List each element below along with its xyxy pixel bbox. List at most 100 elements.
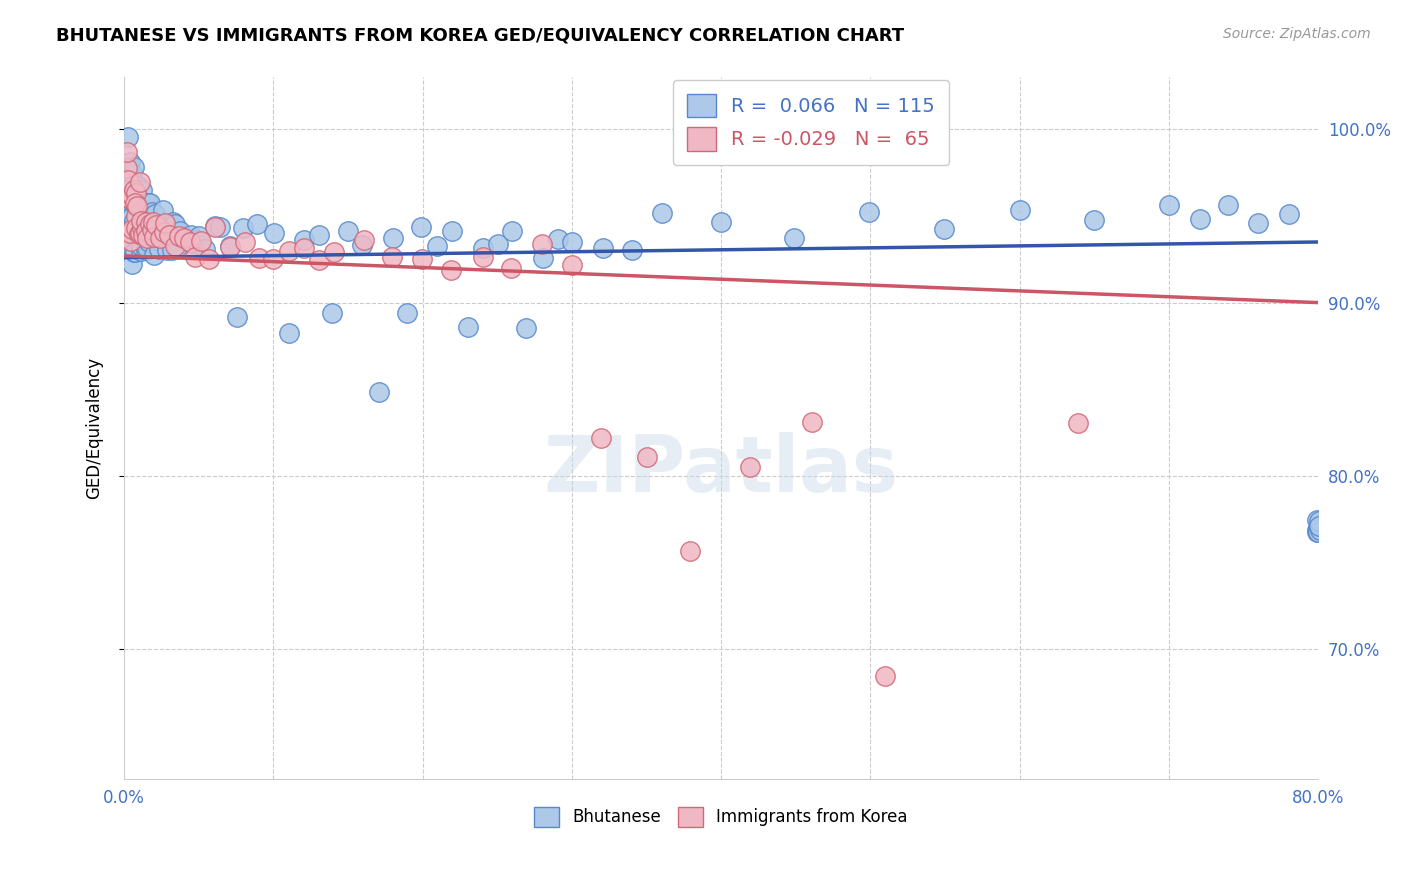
Point: [129, 203, 152, 218]
Point: [118, 191, 141, 205]
Point: [292, 241, 315, 255]
Point: [125, 220, 148, 235]
Point: [561, 258, 583, 272]
Point: [153, 216, 176, 230]
Point: [204, 219, 226, 233]
Point: [219, 239, 242, 253]
Point: [353, 233, 375, 247]
Point: [440, 224, 463, 238]
Point: [561, 235, 583, 249]
Point: [411, 219, 433, 234]
Point: [167, 228, 190, 243]
Point: [531, 251, 554, 265]
Point: [117, 145, 139, 159]
Point: [218, 240, 240, 254]
Point: [208, 219, 231, 234]
Point: [135, 215, 157, 229]
Point: [179, 235, 201, 249]
Point: [1157, 198, 1180, 212]
Point: [173, 230, 195, 244]
Point: [124, 244, 146, 259]
Legend: Bhutanese, Immigrants from Korea: Bhutanese, Immigrants from Korea: [527, 800, 915, 834]
Point: [1309, 523, 1331, 537]
Point: [148, 242, 170, 256]
Point: [651, 205, 673, 219]
Point: [121, 209, 143, 223]
Point: [368, 384, 391, 399]
Point: [129, 244, 152, 258]
Point: [146, 233, 169, 247]
Text: BHUTANESE VS IMMIGRANTS FROM KOREA GED/EQUIVALENCY CORRELATION CHART: BHUTANESE VS IMMIGRANTS FROM KOREA GED/E…: [56, 27, 904, 45]
Point: [321, 306, 343, 320]
Point: [1067, 416, 1090, 430]
Point: [138, 217, 160, 231]
Point: [800, 416, 823, 430]
Point: [184, 233, 207, 247]
Point: [1308, 518, 1330, 533]
Point: [1306, 525, 1329, 540]
Point: [1306, 512, 1329, 526]
Point: [117, 186, 139, 201]
Point: [350, 237, 373, 252]
Point: [308, 228, 330, 243]
Point: [131, 183, 153, 197]
Point: [169, 224, 191, 238]
Point: [120, 155, 142, 169]
Point: [738, 459, 761, 474]
Point: [131, 200, 153, 214]
Point: [127, 197, 149, 211]
Point: [184, 250, 207, 264]
Point: [136, 230, 159, 244]
Point: [132, 227, 155, 242]
Point: [471, 250, 494, 264]
Point: [162, 214, 184, 228]
Point: [135, 241, 157, 255]
Point: [124, 183, 146, 197]
Point: [1278, 207, 1301, 221]
Point: [411, 252, 433, 266]
Point: [138, 235, 160, 250]
Point: [292, 233, 315, 247]
Point: [246, 217, 269, 231]
Point: [152, 203, 174, 218]
Point: [122, 178, 145, 192]
Point: [1083, 213, 1105, 227]
Point: [679, 544, 702, 558]
Point: [932, 222, 955, 236]
Point: [233, 235, 256, 250]
Point: [117, 130, 139, 145]
Point: [592, 241, 614, 255]
Point: [124, 183, 146, 197]
Point: [127, 178, 149, 193]
Point: [308, 253, 330, 268]
Point: [138, 201, 160, 215]
Point: [515, 321, 537, 335]
Point: [232, 220, 254, 235]
Point: [591, 431, 613, 445]
Point: [138, 195, 160, 210]
Point: [426, 239, 449, 253]
Point: [136, 236, 159, 251]
Point: [131, 220, 153, 235]
Point: [165, 218, 187, 232]
Point: [125, 221, 148, 235]
Point: [124, 160, 146, 174]
Point: [1010, 203, 1032, 218]
Point: [457, 320, 479, 334]
Point: [129, 226, 152, 240]
Point: [118, 168, 141, 182]
Text: ZIPatlas: ZIPatlas: [544, 433, 898, 508]
Point: [122, 214, 145, 228]
Point: [547, 232, 569, 246]
Point: [120, 178, 142, 192]
Point: [440, 263, 463, 277]
Point: [141, 222, 163, 236]
Point: [873, 669, 896, 683]
Point: [247, 251, 270, 265]
Point: [143, 207, 166, 221]
Point: [278, 326, 301, 340]
Point: [225, 310, 247, 325]
Point: [135, 204, 157, 219]
Point: [197, 252, 219, 266]
Point: [710, 215, 733, 229]
